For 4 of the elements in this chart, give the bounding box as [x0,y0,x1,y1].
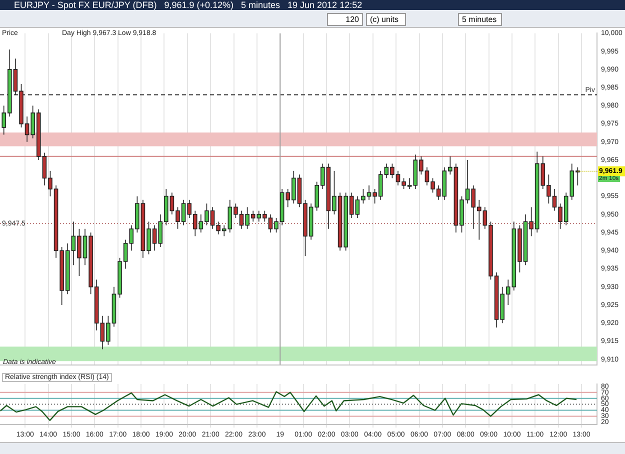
text: (c) units [366,13,406,26]
text: 120 [327,13,363,26]
text: 5 minutes [458,13,502,26]
chart-title: EURJPY - Spot FX EUR/JPY (DFB) 9,961.9 (+0.12%) 5 minutes 19 Jun 2012 12:52 [0,0,625,10]
